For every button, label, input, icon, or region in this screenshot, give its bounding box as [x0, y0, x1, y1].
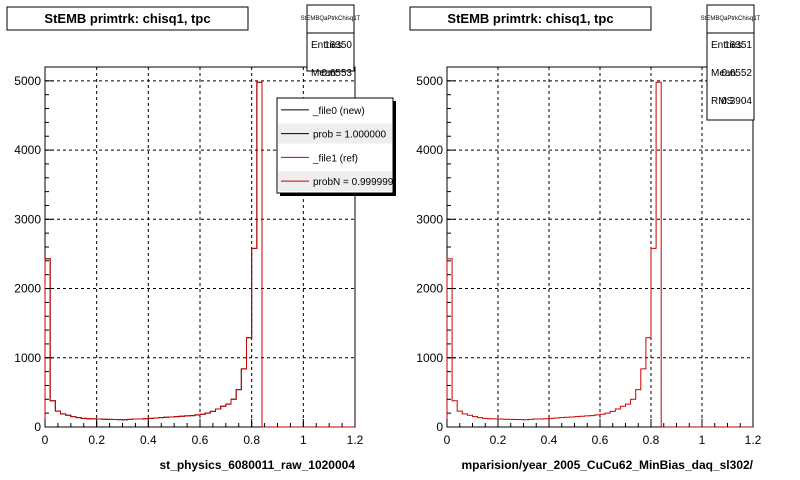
stats-label: Entries [711, 40, 742, 51]
legend-label: _file1 (ref) [312, 153, 358, 164]
x-tick-label: 0.8 [243, 433, 260, 447]
title-box [6, 6, 249, 31]
histogram-series-1 [446, 81, 753, 428]
stats-label: Mean [311, 68, 336, 79]
x-tick-label: 0 [444, 433, 451, 447]
y-tick-label: 3000 [14, 212, 41, 226]
stats-value: 0.6553 [321, 68, 352, 79]
x-tick-label: 1 [699, 433, 706, 447]
x-tick-label: 1.2 [745, 433, 762, 447]
stats-value: 0.6552 [721, 68, 752, 79]
y-tick-label: 5000 [416, 74, 443, 88]
histogram-panel-1: 0 0.2 0.4 0.6 0.8 1 1.2 0 1000 2000 3000 4000 5000 st… [6, 4, 396, 472]
x-tick-label: 0.4 [541, 433, 558, 447]
y-tick-label: 2000 [416, 282, 443, 296]
histogram-panel-2: 0 0.2 0.4 0.6 0.8 1 1.2 0 1000 2000 3000 4000 5000 mp… [409, 4, 762, 472]
x-tick-label: 0.6 [192, 433, 209, 447]
x-axis: 0 0.2 0.4 0.6 0.8 1 1.2 [444, 419, 762, 447]
y-tick-label: 2000 [14, 282, 41, 296]
x-tick-label: 0.4 [140, 433, 157, 447]
y-tick-label: 3000 [416, 212, 443, 226]
y-tick-label: 5000 [14, 74, 41, 88]
stats-label: RMS [711, 96, 734, 107]
stats-name: StEMBQaPtrkChisq1T [701, 16, 761, 22]
y-axis: 0 1000 2000 3000 4000 5000 [14, 66, 54, 434]
x-axis-label: mparision/year_2005_CuCu62_MinBias_daq_s… [462, 458, 754, 472]
legend: _file0 (new) prob = 1.000000 _file1 (ref) p… [276, 97, 396, 196]
y-axis: 0 1000 2000 3000 4000 5000 [416, 66, 456, 434]
stats-value: 0.3904 [721, 96, 752, 107]
legend-row-bg [278, 171, 392, 191]
grid-lines [447, 67, 753, 427]
x-tick-label: 0.6 [592, 433, 609, 447]
y-tick-label: 0 [34, 420, 41, 434]
stats-frame [306, 4, 355, 72]
legend-label: prob = 1.000000 [313, 130, 387, 141]
x-tick-label: 0.2 [88, 433, 105, 447]
chart-title: StEMB primtrk: chisq1, tpc [44, 11, 210, 26]
stats-label: Mean [711, 68, 736, 79]
y-tick-label: 4000 [416, 143, 443, 157]
title-box [409, 6, 652, 31]
stats-value: 16350 [324, 40, 352, 51]
x-tick-label: 1 [300, 433, 307, 447]
x-tick-label: 0.2 [490, 433, 507, 447]
legend-label: probN = 0.999999 [313, 177, 394, 188]
x-axis: 0 0.2 0.4 0.6 0.8 1 1.2 [42, 419, 364, 447]
y-tick-label: 0 [436, 420, 443, 434]
x-tick-label: 1.2 [347, 433, 364, 447]
y-tick-label: 4000 [14, 143, 41, 157]
y-tick-label: 1000 [416, 351, 443, 365]
x-axis-label: st_physics_6080011_raw_1020004 [159, 458, 355, 472]
stats-frame [706, 4, 755, 121]
legend-label: _file0 (new) [312, 106, 365, 117]
legend-row-bg [278, 123, 392, 144]
chart-title: StEMB primtrk: chisq1, tpc [447, 11, 613, 26]
x-tick-label: 0 [42, 433, 49, 447]
x-tick-label: 0.8 [643, 433, 660, 447]
histogram-series-2 [44, 81, 355, 428]
y-tick-label: 1000 [14, 351, 41, 365]
stats-name: StEMBQaPtrkChisq1T [301, 16, 361, 22]
stats-label: Entries [311, 40, 342, 51]
stats-value: 16351 [724, 40, 752, 51]
